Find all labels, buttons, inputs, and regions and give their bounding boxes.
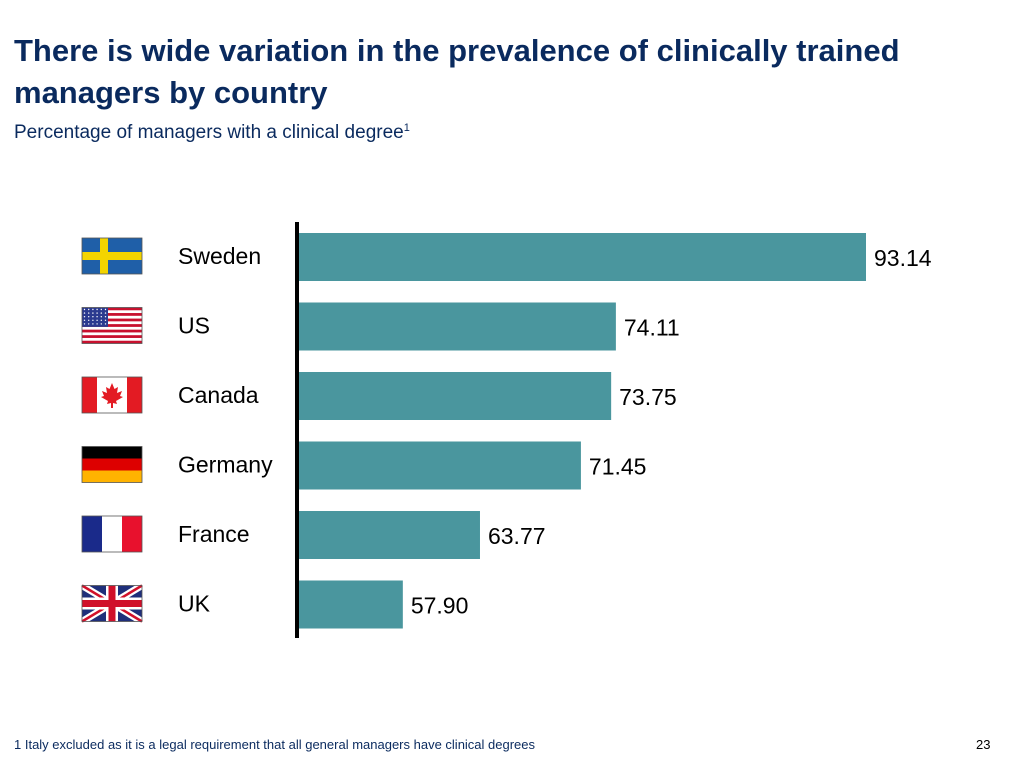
uk-flag-icon (80, 582, 144, 625)
slide-title: There is wide variation in the prevalenc… (14, 33, 900, 110)
bar-canada (299, 372, 612, 420)
category-label: Canada (178, 382, 259, 408)
value-label: 74.11 (624, 315, 680, 341)
footnote-marker: 1 (403, 122, 410, 134)
subtitle-text: Percentage of managers with a clinical d… (14, 122, 404, 143)
bar-france (299, 511, 480, 559)
value-label: 57.90 (411, 593, 469, 619)
bar-uk (299, 580, 403, 629)
value-label: 73.75 (619, 384, 677, 410)
sweden-flag-icon (81, 237, 143, 275)
category-label: UK (178, 591, 211, 617)
category-label: US (178, 313, 210, 339)
page-number: 23 (976, 737, 991, 752)
bar-us (299, 302, 616, 351)
france-flag-icon (81, 515, 143, 553)
category-label: Germany (178, 452, 273, 478)
germany-flag-icon (81, 446, 143, 483)
footnote: 1 Italy excluded as it is a legal requir… (14, 737, 536, 752)
canada-flag-icon (81, 376, 143, 414)
chart-subtitle: Percentage of managers with a clinical d… (14, 122, 410, 144)
value-label: 71.45 (589, 454, 647, 480)
category-label: Sweden (178, 243, 261, 269)
bar-sweden (299, 233, 866, 281)
us-flag-icon (81, 307, 143, 344)
bar-germany (299, 441, 581, 490)
value-label: 63.77 (488, 523, 546, 549)
value-label: 93.14 (874, 245, 932, 271)
category-label: France (178, 521, 250, 547)
